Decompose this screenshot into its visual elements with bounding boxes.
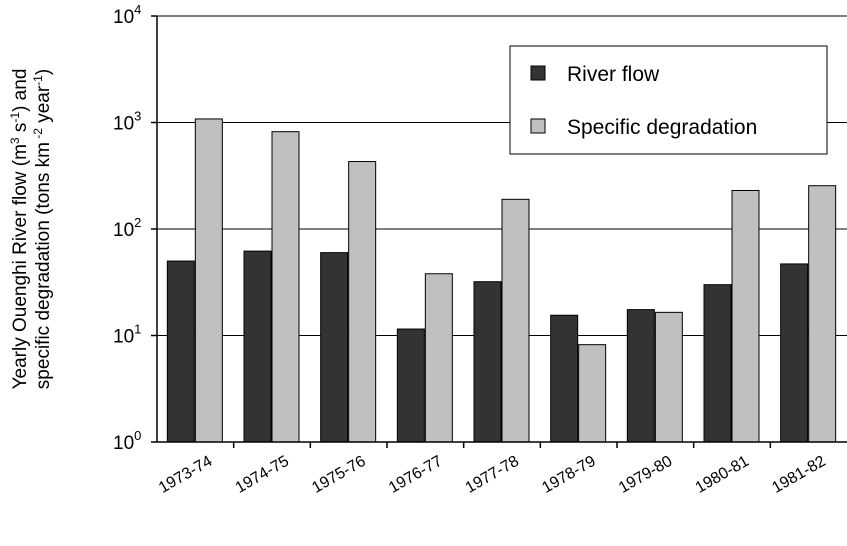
legend-label-river-flow: River flow — [567, 63, 660, 86]
y-tick-base: 10 — [113, 327, 134, 348]
bars — [166, 118, 837, 443]
bar-river-flow — [473, 281, 502, 443]
y-tick-exponent: 3 — [134, 109, 141, 124]
bar-specific-degradation — [501, 198, 530, 443]
x-tick-labels: 1973-74 1974-75 1975-76 1976-77 1977-78 1978-… — [156, 453, 829, 497]
bar-river-flow — [243, 250, 272, 443]
bar-specific-degradation — [348, 161, 377, 443]
x-tick-label: 1976-77 — [386, 453, 445, 497]
bar-river-flow — [166, 260, 195, 443]
legend-swatch-river-flow — [530, 65, 546, 81]
bar-specific-degradation — [271, 131, 300, 443]
x-tick-label: 1981-82 — [769, 453, 828, 497]
x-tick-label: 1974-75 — [233, 453, 292, 497]
x-tick-label: 1973-74 — [156, 453, 215, 497]
bar-specific-degradation — [424, 273, 453, 443]
y-axis-label-line1: Yearly Ouenghi River flow (m3 s-1) and — [8, 69, 31, 390]
y-tick-base: 10 — [113, 433, 134, 454]
bar-river-flow — [626, 309, 655, 443]
y-tick-exponent: 4 — [134, 2, 141, 17]
bar-river-flow — [320, 252, 349, 443]
x-tick-label: 1980-81 — [693, 453, 752, 497]
y-axis-label-line2: specific degradation (tons km -2 year-1) — [31, 69, 54, 389]
y-tick-base: 10 — [113, 220, 134, 241]
y-tick-label: 102 — [113, 215, 141, 241]
x-tick-label: 1977-78 — [463, 453, 522, 497]
x-tick-label: 1979-80 — [616, 453, 675, 497]
y-tick-exponent: 0 — [134, 428, 141, 443]
bar-river-flow — [703, 284, 732, 443]
legend: River flow Specific degradation — [509, 45, 828, 155]
bar-specific-degradation — [731, 189, 760, 443]
bar-specific-degradation — [194, 118, 223, 443]
y-tick-label: 100 — [113, 428, 141, 454]
bar-specific-degradation — [578, 344, 607, 443]
y-tick-exponent: 1 — [134, 322, 141, 337]
legend-label-specific-degradation: Specific degradation — [567, 116, 757, 139]
axes — [151, 15, 847, 448]
y-tick-label: 101 — [113, 322, 141, 348]
y-tick-exponent: 2 — [134, 215, 141, 230]
y-axis-label: Yearly Ouenghi River flow (m3 s-1) and s… — [8, 69, 54, 390]
legend-swatch-specific-degradation — [530, 118, 546, 134]
y-tick-base: 10 — [113, 114, 134, 135]
bar-specific-degradation — [808, 185, 837, 443]
x-tick-label: 1978-79 — [539, 453, 598, 497]
y-tick-base: 10 — [113, 7, 134, 28]
bar-river-flow — [396, 328, 425, 443]
y-tick-label: 104 — [113, 2, 141, 28]
bar-specific-degradation — [654, 311, 683, 443]
y-tick-label: 103 — [113, 109, 141, 135]
bar-river-flow — [780, 263, 809, 443]
legend-box — [509, 45, 828, 155]
x-tick-label: 1975-76 — [309, 453, 368, 497]
bar-river-flow — [550, 314, 579, 443]
